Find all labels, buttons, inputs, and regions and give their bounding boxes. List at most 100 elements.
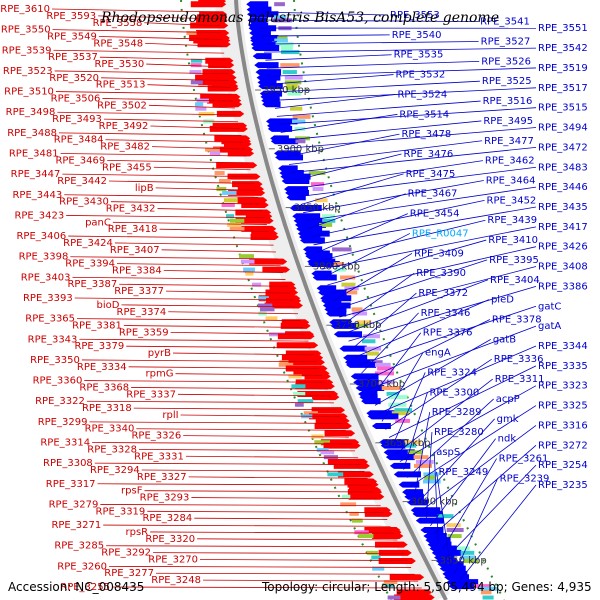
- gene-label-left[interactable]: RPE_3292: [101, 548, 151, 559]
- gene-label-right[interactable]: gatA: [538, 321, 561, 332]
- gene-label-left[interactable]: RPE_3284: [142, 513, 192, 524]
- gene-label-left[interactable]: RPE_3255: [60, 582, 110, 593]
- gene-label-left[interactable]: RPE_3327: [137, 472, 187, 483]
- gene-label-left[interactable]: RPE_3394: [65, 259, 115, 270]
- gene-label-right[interactable]: RPE_3408: [538, 262, 588, 273]
- gene-label-right[interactable]: RPE_3300: [429, 387, 479, 398]
- gene-label-left[interactable]: rpsF: [121, 486, 143, 497]
- gene-label-left[interactable]: RPE_3270: [148, 554, 198, 565]
- gene-label-right[interactable]: gmk: [497, 414, 519, 425]
- gene-label-right[interactable]: RPE_3390: [416, 268, 466, 279]
- gene-label-right[interactable]: RPE_3477: [484, 136, 534, 147]
- gene-label-left[interactable]: RPE_3318: [82, 403, 132, 414]
- gene-label-right[interactable]: gatC: [538, 301, 561, 312]
- gene-label-right[interactable]: RPE_3235: [538, 480, 588, 491]
- gene-label-right[interactable]: RPE_3541: [480, 17, 530, 28]
- gene-label-left[interactable]: RPE_3337: [126, 389, 176, 400]
- gene-label-right[interactable]: RPE_3495: [483, 116, 533, 127]
- gene-label-right[interactable]: RPE_3483: [538, 162, 588, 173]
- gene-label-left[interactable]: RPE_3498: [6, 107, 56, 118]
- gene-label-right[interactable]: RPE_3478: [401, 129, 451, 140]
- gene-label-right[interactable]: RPE_3514: [399, 109, 449, 120]
- gene-label-left[interactable]: RPE_3293: [140, 493, 190, 504]
- gene-label-left[interactable]: RPE_3285: [54, 541, 104, 552]
- gene-label-left[interactable]: RPE_3455: [102, 162, 152, 173]
- gene-label-left[interactable]: RPE_3492: [99, 121, 149, 132]
- gene-label-left[interactable]: RPE_3360: [33, 376, 83, 387]
- gene-label-left[interactable]: RPE_3482: [100, 142, 150, 153]
- gene-label-left[interactable]: RPE_3484: [54, 135, 104, 146]
- gene-label-left[interactable]: lipB: [135, 183, 154, 194]
- gene-label-right[interactable]: RPE_3254: [538, 460, 588, 471]
- gene-label-left[interactable]: RPE_3424: [63, 238, 113, 249]
- gene-label-right[interactable]: RPE_3452: [487, 195, 537, 206]
- gene-label-right[interactable]: RPE_3527: [481, 36, 531, 47]
- gene-label-left[interactable]: RPE_3260: [57, 561, 107, 572]
- gene-label-left[interactable]: RPE_3271: [51, 520, 101, 531]
- gene-label-left[interactable]: RPE_3513: [96, 80, 146, 91]
- gene-label-left[interactable]: RPE_3328: [87, 444, 137, 455]
- gene-label-right[interactable]: ndk: [498, 434, 517, 445]
- gene-label-left[interactable]: RPE_3374: [117, 307, 167, 318]
- gene-label-left[interactable]: panC: [85, 217, 111, 228]
- gene-label-left[interactable]: RPE_3407: [110, 245, 160, 256]
- gene-label-right[interactable]: RPE_3464: [486, 175, 536, 186]
- gene-label-left[interactable]: RPE_3488: [7, 128, 57, 139]
- gene-label-left[interactable]: rplI: [162, 410, 178, 421]
- gene-label-right[interactable]: RPE_3346: [421, 308, 471, 319]
- gene-label-right[interactable]: RPE_3476: [404, 149, 454, 160]
- gene-label-left[interactable]: RPE_3430: [59, 197, 109, 208]
- gene-label-right[interactable]: RPE_3335: [538, 361, 588, 372]
- gene-label-right[interactable]: RPE_3336: [494, 354, 544, 365]
- gene-label-left[interactable]: RPE_3530: [94, 59, 144, 70]
- gene-label-right[interactable]: RPE_3551: [538, 23, 588, 34]
- gene-label-left[interactable]: RPE_3393: [23, 293, 73, 304]
- gene-label-left[interactable]: RPE_3314: [40, 438, 90, 449]
- gene-label-left[interactable]: RPE_3248: [151, 575, 201, 586]
- gene-label-left[interactable]: RPE_3523: [3, 66, 53, 77]
- gene-label-left[interactable]: RPE_3317: [46, 479, 96, 490]
- gene-label-left[interactable]: RPE_3423: [14, 210, 64, 221]
- gene-label-right[interactable]: RPE_3526: [481, 56, 531, 67]
- gene-label-left[interactable]: RPE_3406: [16, 231, 66, 242]
- gene-label-left[interactable]: RPE_3447: [11, 169, 61, 180]
- gene-label-right[interactable]: RPE_3372: [418, 288, 468, 299]
- gene-label-left[interactable]: RPE_3520: [49, 73, 99, 84]
- gene-label-left[interactable]: RPE_3432: [106, 204, 156, 215]
- gene-label-left[interactable]: RPE_3442: [57, 176, 107, 187]
- gene-label-right[interactable]: RPE_R0047: [412, 228, 469, 239]
- gene-label-left[interactable]: rpmG: [146, 369, 174, 380]
- gene-label-right[interactable]: RPE_3280: [434, 427, 484, 438]
- gene-label-left[interactable]: RPE_3308: [43, 458, 93, 469]
- gene-label-left[interactable]: RPE_3384: [112, 265, 162, 276]
- gene-label-left[interactable]: RPE_3387: [67, 279, 117, 290]
- gene-label-left[interactable]: RPE_3320: [145, 534, 195, 545]
- gene-label-left[interactable]: RPE_3558: [93, 18, 143, 29]
- gene-label-right[interactable]: RPE_3454: [410, 209, 460, 220]
- gene-label-left[interactable]: RPE_3418: [108, 224, 158, 235]
- gene-label-right[interactable]: RPE_3395: [489, 255, 539, 266]
- gene-label-right[interactable]: RPE_3524: [397, 89, 447, 100]
- gene-label-right[interactable]: RPE_3516: [483, 96, 533, 107]
- gene-label-left[interactable]: RPE_3334: [77, 362, 127, 373]
- gene-label-right[interactable]: RPE_3519: [538, 63, 588, 74]
- gene-label-right[interactable]: acpP: [496, 394, 520, 405]
- gene-label-left[interactable]: RPE_3377: [114, 286, 164, 297]
- gene-label-right[interactable]: RPE_3446: [538, 182, 588, 193]
- gene-label-right[interactable]: RPE_3532: [395, 70, 445, 81]
- gene-label-right[interactable]: RPE_3376: [423, 328, 473, 339]
- gene-label-right[interactable]: RPE_3525: [482, 76, 532, 87]
- gene-label-left[interactable]: RPE_3326: [131, 431, 181, 442]
- gene-label-left[interactable]: RPE_3322: [35, 396, 85, 407]
- gene-label-right[interactable]: RPE_3553: [390, 10, 440, 21]
- gene-label-right[interactable]: RPE_3272: [538, 440, 588, 451]
- gene-label-right[interactable]: RPE_3289: [432, 407, 482, 418]
- gene-label-left[interactable]: RPE_3398: [19, 252, 69, 263]
- gene-label-left[interactable]: RPE_3506: [51, 93, 101, 104]
- gene-label-left[interactable]: RPE_3368: [79, 382, 129, 393]
- gene-label-right[interactable]: RPE_3515: [538, 103, 588, 114]
- gene-label-left[interactable]: RPE_3343: [28, 334, 78, 345]
- gene-label-left[interactable]: RPE_3469: [55, 155, 105, 166]
- gene-label-left[interactable]: RPE_3403: [21, 272, 71, 283]
- gene-label-right[interactable]: RPE_3239: [500, 473, 550, 484]
